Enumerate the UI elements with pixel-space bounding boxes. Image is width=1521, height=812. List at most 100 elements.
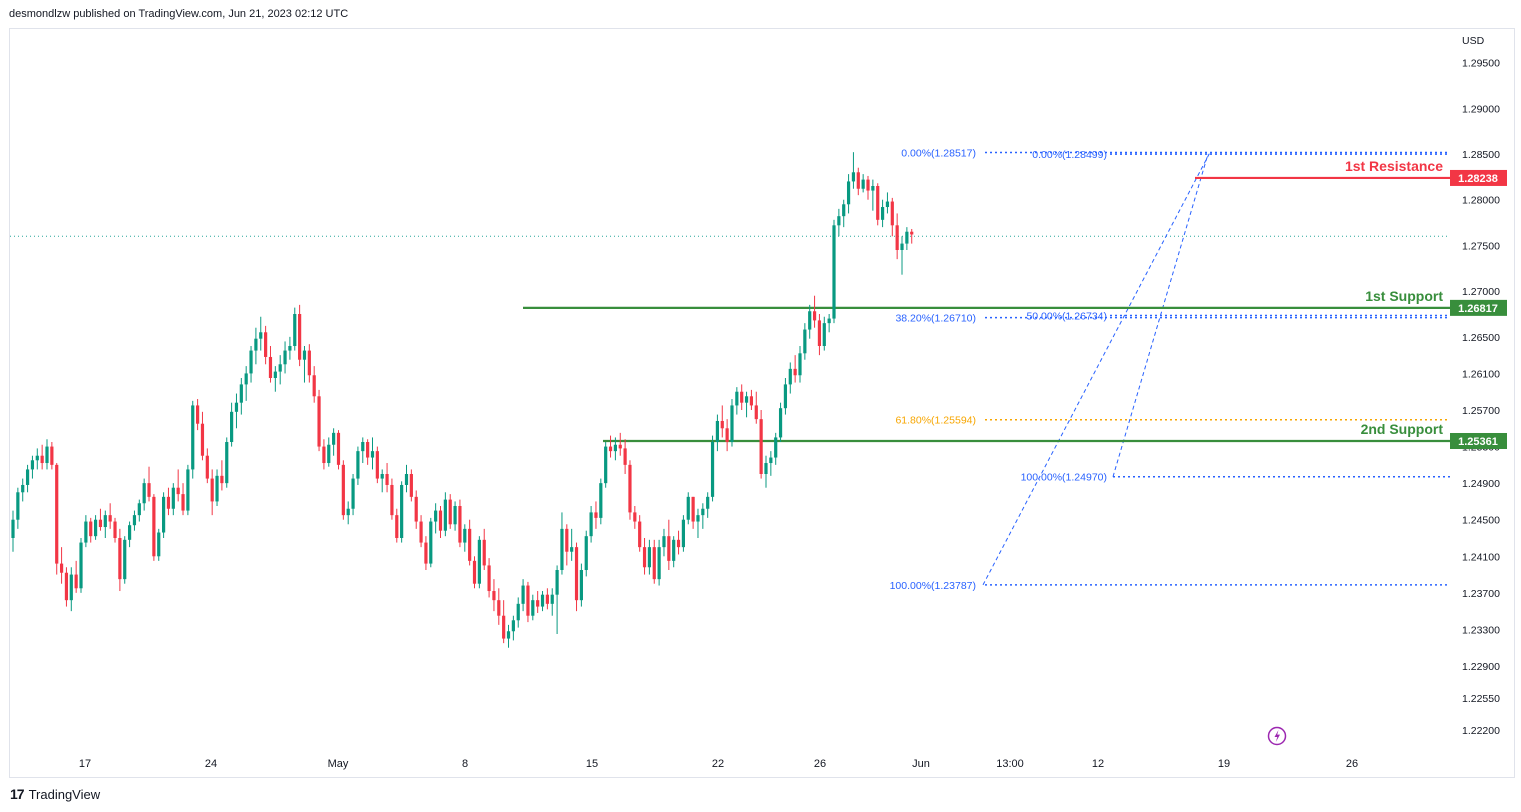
candle-body[interactable] [599, 483, 603, 518]
candle-body[interactable] [672, 539, 676, 561]
candle-body[interactable] [191, 405, 195, 470]
candle-body[interactable] [50, 446, 54, 465]
candle-body[interactable] [638, 521, 642, 548]
candle-body[interactable] [205, 455, 209, 479]
candle-body[interactable] [774, 437, 778, 458]
candle-body[interactable] [322, 446, 326, 464]
candle-body[interactable] [715, 420, 720, 442]
candle-body[interactable] [681, 519, 686, 548]
candle-body[interactable] [662, 536, 666, 548]
candle-body[interactable] [764, 463, 768, 474]
candle-body[interactable] [851, 172, 856, 182]
candle-body[interactable] [200, 423, 205, 456]
candle-body[interactable] [137, 503, 141, 516]
candle-body[interactable] [628, 464, 632, 513]
candle-body[interactable] [35, 455, 39, 461]
candle-body[interactable] [278, 364, 282, 372]
candle-body[interactable] [302, 350, 307, 360]
candle-body[interactable] [633, 512, 637, 522]
candle-body[interactable] [477, 539, 481, 584]
candle-body[interactable] [487, 565, 491, 592]
candle-body[interactable] [400, 484, 404, 538]
candle-body[interactable] [380, 474, 384, 479]
candle-body[interactable] [803, 329, 807, 354]
candle-body[interactable] [832, 225, 836, 319]
candle-body[interactable] [293, 314, 297, 346]
candle-body[interactable] [89, 521, 93, 537]
candle-body[interactable] [657, 547, 661, 580]
candle-body[interactable] [706, 496, 710, 509]
candle-body[interactable] [429, 521, 433, 564]
candle-body[interactable] [186, 469, 190, 511]
candle-body[interactable] [725, 428, 729, 442]
candle-body[interactable] [157, 532, 161, 557]
candle-body[interactable] [414, 496, 418, 522]
candle-body[interactable] [778, 408, 783, 438]
candle-body[interactable] [696, 515, 700, 522]
candle-body[interactable] [536, 600, 540, 607]
candle-body[interactable] [876, 186, 880, 220]
candle-body[interactable] [735, 391, 739, 406]
candle-body[interactable] [676, 539, 681, 548]
alert-lightning-icon[interactable] [1267, 726, 1287, 746]
candle-body[interactable] [710, 442, 715, 497]
candle-body[interactable] [526, 585, 530, 616]
candle-body[interactable] [472, 560, 477, 584]
footer-brand[interactable]: TradingView [28, 786, 101, 802]
candle-body[interactable] [404, 474, 409, 485]
candle-body[interactable] [142, 483, 146, 504]
candle-body[interactable] [220, 475, 224, 484]
candle-body[interactable] [254, 338, 258, 351]
candle-body[interactable] [540, 594, 545, 607]
candle-body[interactable] [574, 547, 579, 601]
candle-body[interactable] [570, 547, 574, 552]
candle-body[interactable] [555, 570, 559, 595]
candle-body[interactable] [895, 225, 899, 250]
candle-body[interactable] [900, 243, 904, 250]
candle-body[interactable] [16, 492, 20, 520]
candle-body[interactable] [443, 499, 447, 531]
candle-body[interactable] [356, 451, 360, 479]
candle-body[interactable] [268, 356, 273, 378]
candle-body[interactable] [608, 446, 613, 452]
candle-body[interactable] [215, 475, 219, 502]
candle-body[interactable] [346, 508, 350, 516]
candle-body[interactable] [288, 346, 292, 351]
candle-body[interactable] [25, 469, 30, 485]
candle-body[interactable] [108, 515, 112, 522]
candle-body[interactable] [40, 455, 44, 464]
candle-body[interactable] [283, 350, 287, 365]
candle-body[interactable] [127, 525, 132, 540]
candle-body[interactable] [176, 487, 180, 495]
candle-body[interactable] [550, 594, 554, 604]
candle-body[interactable] [589, 512, 593, 537]
candle-body[interactable] [259, 332, 263, 339]
candle-body[interactable] [79, 542, 83, 589]
candle-body[interactable] [21, 484, 25, 493]
candle-body[interactable] [846, 181, 851, 205]
candle-body[interactable] [545, 594, 549, 604]
candle-body[interactable] [594, 512, 598, 518]
candle-body[interactable] [754, 405, 758, 420]
candle-body[interactable] [880, 207, 885, 220]
candle-body[interactable] [744, 396, 749, 403]
candle-body[interactable] [181, 494, 185, 511]
candle-body[interactable] [64, 572, 69, 601]
candle-body[interactable] [749, 396, 754, 406]
candle-body[interactable] [409, 474, 413, 497]
candle-body[interactable] [817, 320, 822, 346]
candle-body[interactable] [885, 201, 890, 208]
candle-body[interactable] [482, 539, 486, 566]
candle-body[interactable] [502, 615, 506, 639]
candle-body[interactable] [604, 446, 608, 484]
candle-body[interactable] [618, 444, 622, 449]
candle-body[interactable] [463, 528, 467, 543]
candle-body[interactable] [565, 528, 569, 552]
candle-body[interactable] [506, 631, 511, 639]
candle-body[interactable] [103, 515, 107, 528]
candle-body[interactable] [842, 204, 846, 217]
candle-body[interactable] [837, 216, 841, 226]
candle-body[interactable] [30, 460, 35, 470]
candle-body[interactable] [69, 574, 73, 601]
